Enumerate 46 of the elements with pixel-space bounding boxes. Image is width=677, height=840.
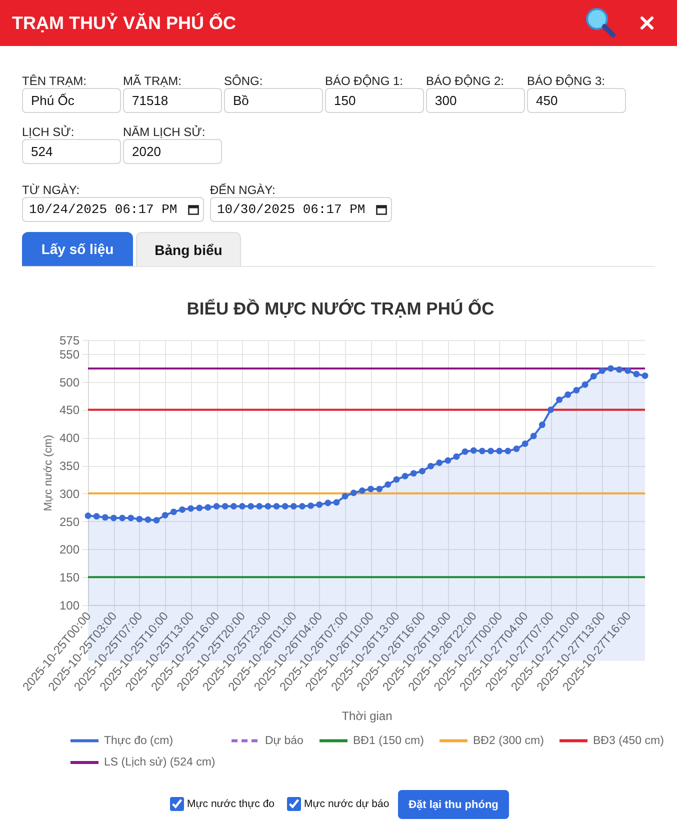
legend-label: BĐ2 (300 cm) xyxy=(473,734,544,747)
text: Mực nước thực đo xyxy=(187,798,274,810)
text-field: 71518 xyxy=(123,88,222,113)
text: TỪ NGÀY: xyxy=(22,183,80,197)
legend-label: BĐ3 (450 cm) xyxy=(593,734,664,747)
text: ĐẾN NGÀY: xyxy=(210,183,276,197)
text: MÃ TRẠM: xyxy=(123,74,182,88)
y-tick-label: 450 xyxy=(59,403,80,418)
legend-label: LS (Lịch sử) (524 cm) xyxy=(104,756,216,768)
y-tick-label: 400 xyxy=(59,431,80,446)
y-tick-label: 100 xyxy=(59,598,80,612)
text-field: 2020 xyxy=(123,139,222,164)
chart-title: BIỂU ĐỒ MỰC NƯỚC TRẠM PHÚ ỐC xyxy=(186,298,495,318)
text: BÁO ĐỘNG 2: xyxy=(426,74,504,88)
button: Đặt lại thu phóng xyxy=(398,790,509,819)
tab: Lấy số liệu xyxy=(22,232,133,266)
y-tick-label: 350 xyxy=(59,459,80,474)
text: NĂM LỊCH SỬ: xyxy=(123,125,206,139)
legend-label: Thực đo (cm) xyxy=(104,734,174,747)
date-field: 10/24/2025 06:17 PM xyxy=(22,197,204,222)
text-field: Phú Ốc xyxy=(22,88,121,113)
y-tick-label: 300 xyxy=(59,486,80,501)
y-tick-label: 575 xyxy=(59,334,80,348)
tab: Bảng biểu xyxy=(136,232,241,266)
y-tick-label: 500 xyxy=(59,375,80,390)
y-tick-label: 550 xyxy=(59,347,80,362)
y-tick-label: 150 xyxy=(59,570,80,585)
x-axis-title: Thời gian xyxy=(342,709,392,723)
text-field: 524 xyxy=(22,139,121,164)
header: TRẠM THUỶ VĂN PHÚ ỐC xyxy=(0,0,677,46)
text: TÊN TRẠM: xyxy=(22,74,86,88)
text-field: 450 xyxy=(527,88,626,113)
text-field: 150 xyxy=(325,88,424,113)
text: Mực nước dự báo xyxy=(304,798,390,810)
text: SÔNG: xyxy=(224,74,263,88)
y-axis-title: Mực nước (cm) xyxy=(42,434,54,512)
date-field: 10/30/2025 06:17 PM xyxy=(210,197,392,222)
text-field: 300 xyxy=(426,88,525,113)
text: BÁO ĐỘNG 3: xyxy=(527,74,606,88)
legend-label: Dự báo xyxy=(265,734,304,747)
text: BÁO ĐỘNG 1: xyxy=(325,74,404,88)
y-tick-label: 250 xyxy=(59,514,80,529)
y-tick-label: 200 xyxy=(59,542,80,557)
text: LỊCH SỬ: xyxy=(22,125,74,139)
legend-label: BĐ1 (150 cm) xyxy=(353,734,424,747)
text-field: Bồ xyxy=(224,88,323,113)
